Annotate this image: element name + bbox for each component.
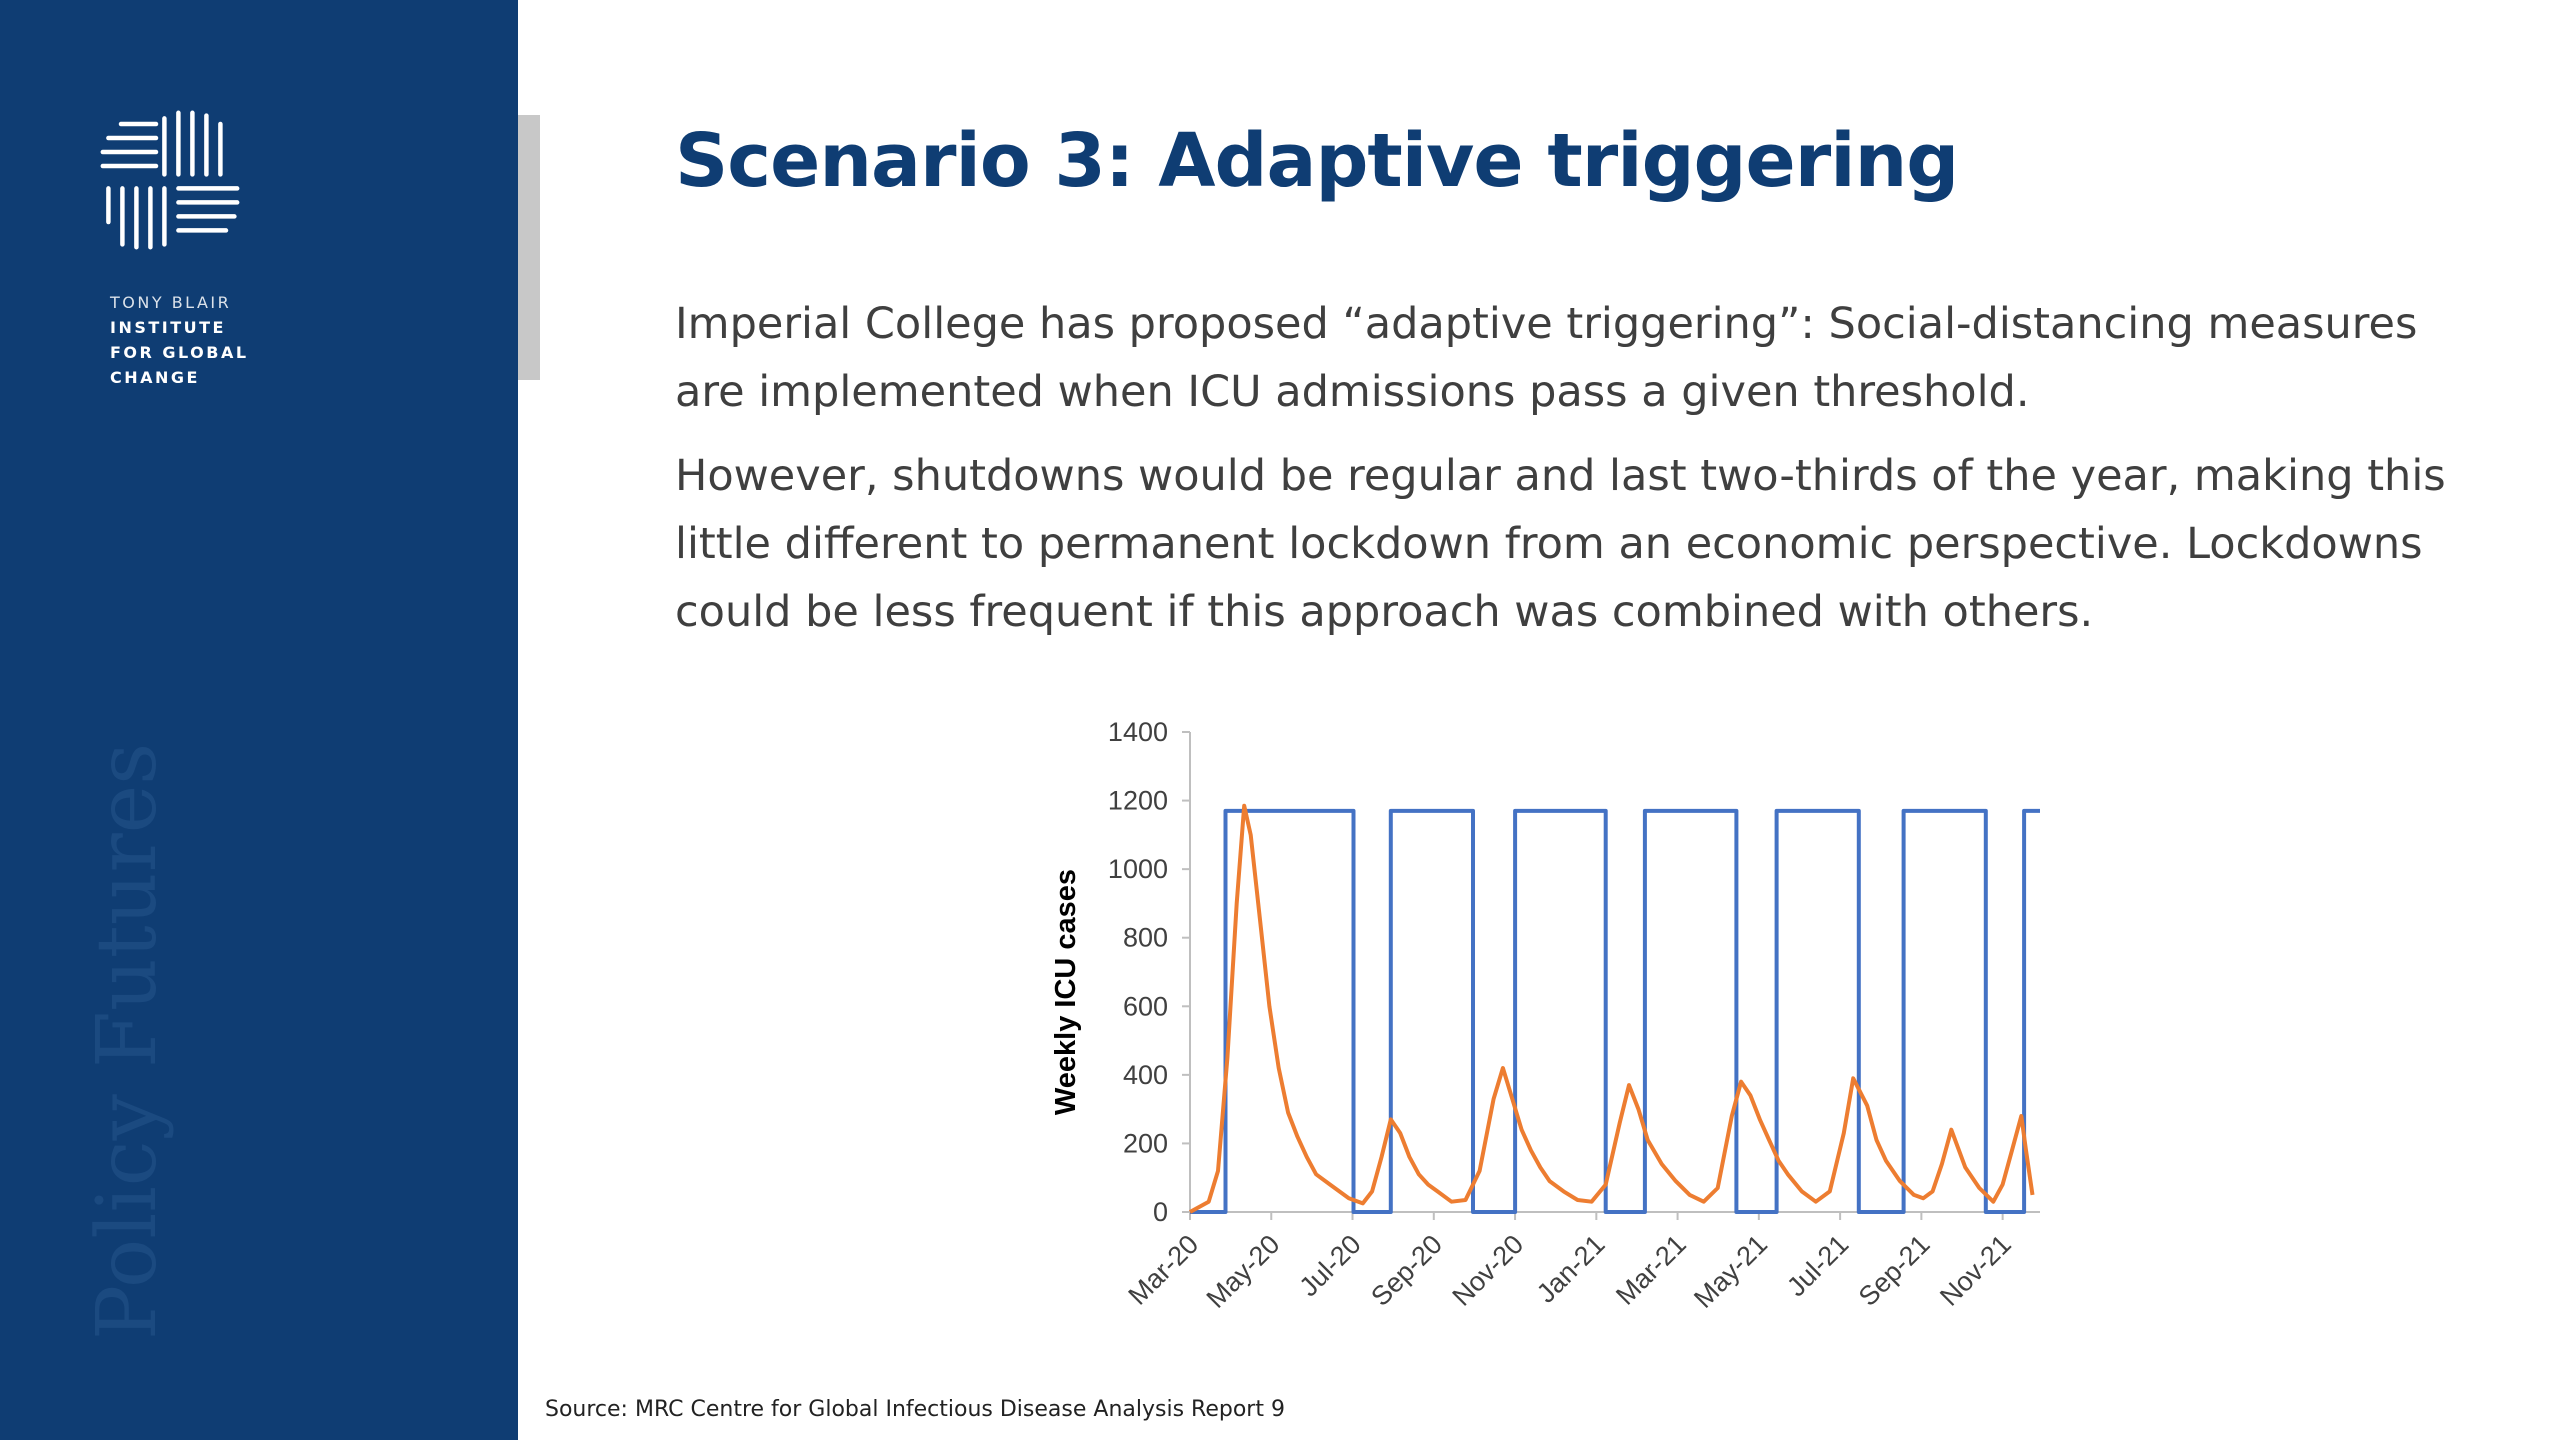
- org-line-1: TONY BLAIR: [110, 293, 232, 312]
- paragraph-adaptive-triggering: Imperial College has proposed “adaptive …: [675, 299, 2418, 417]
- x-tick-label: Nov-20: [1447, 1229, 1530, 1312]
- x-tick-label: Sep-20: [1365, 1229, 1448, 1312]
- x-tick-label: Nov-21: [1934, 1229, 2017, 1312]
- y-tick-label: 1400: [1108, 717, 1168, 747]
- institute-logo-icon: [100, 110, 240, 250]
- y-tick-label: 0: [1153, 1197, 1168, 1227]
- x-tick-label: Jul-21: [1781, 1229, 1854, 1302]
- x-tick-label: May-21: [1688, 1229, 1773, 1314]
- x-tick-label: May-20: [1201, 1229, 1286, 1314]
- x-tick-label: Mar-21: [1610, 1229, 1692, 1311]
- y-axis-label: Weekly ICU cases: [1050, 869, 1082, 1115]
- org-line-4: CHANGE: [110, 368, 200, 387]
- source-note: Source: MRC Centre for Global Infectious…: [545, 1397, 1285, 1422]
- slide-title: Scenario 3: Adaptive triggering: [675, 118, 1959, 204]
- x-tick-label: Jan-21: [1531, 1229, 1611, 1309]
- chart-series: [1189, 803, 2040, 1214]
- policy-futures-watermark: Policy Futures: [80, 742, 175, 1340]
- sidebar: TONY BLAIR INSTITUTE FOR GLOBAL CHANGE P…: [0, 0, 518, 1440]
- y-tick-label: 400: [1123, 1060, 1168, 1090]
- org-line-3: FOR GLOBAL: [110, 343, 249, 362]
- y-tick-label: 600: [1123, 991, 1168, 1021]
- x-tick-label: Mar-20: [1123, 1229, 1205, 1311]
- x-tick-label: Sep-21: [1853, 1229, 1936, 1312]
- y-tick-label: 200: [1123, 1128, 1168, 1158]
- paragraph-shutdowns: However, shutdowns would be regular and …: [675, 451, 2446, 637]
- accent-bar: [518, 115, 540, 380]
- icu-cases-line: [1189, 803, 2035, 1214]
- lockdown-periods-line: [1190, 808, 2040, 1214]
- y-tick-label: 800: [1123, 923, 1168, 953]
- organization-name: TONY BLAIR INSTITUTE FOR GLOBAL CHANGE: [110, 290, 249, 390]
- x-tick-label: Jul-20: [1294, 1229, 1367, 1302]
- y-tick-label: 1000: [1108, 854, 1168, 884]
- y-tick-label: 1200: [1108, 786, 1168, 816]
- org-line-2: INSTITUTE: [110, 318, 226, 337]
- chart-axes: [1182, 731, 2040, 1220]
